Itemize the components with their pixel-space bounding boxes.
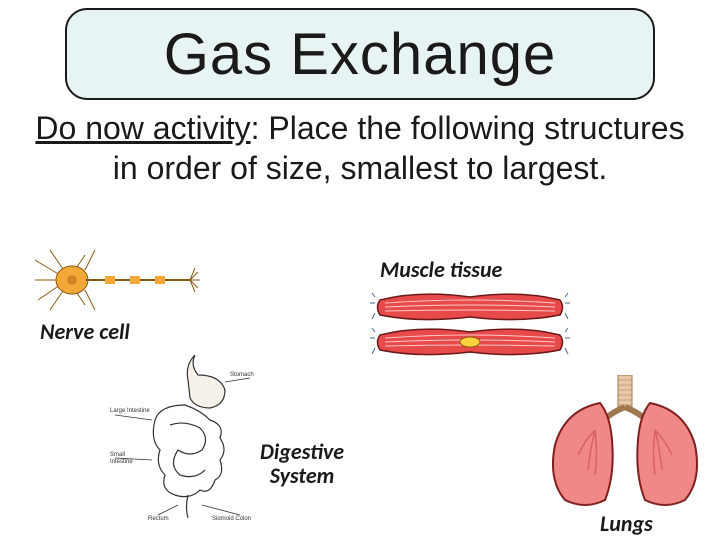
digestive-system-illustration: Stomach Large Intestine SmallIntestine R…: [110, 350, 255, 520]
digestive-label: Digestive System: [260, 440, 344, 488]
nerve-label: Nerve cell: [40, 318, 130, 345]
title-box: Gas Exchange: [65, 8, 655, 100]
svg-text:Large Intestine: Large Intestine: [110, 408, 150, 414]
svg-text:Sigmoid Colon: Sigmoid Colon: [212, 516, 251, 520]
activity-instruction: Do now activity: Place the following str…: [20, 108, 700, 188]
muscle-label: Muscle tissue: [380, 256, 502, 283]
page-title: Gas Exchange: [164, 21, 556, 88]
svg-text:Rectum: Rectum: [148, 516, 169, 520]
nerve-cell-illustration: [30, 240, 200, 320]
muscle-tissue-illustration: [370, 285, 570, 370]
lungs-label: Lungs: [600, 510, 653, 537]
svg-text:Intestine: Intestine: [110, 459, 133, 465]
svg-text:Small: Small: [110, 452, 125, 458]
lungs-illustration: [540, 375, 710, 510]
svg-text:Stomach: Stomach: [230, 372, 254, 378]
activity-label: Do now activity: [35, 110, 250, 146]
